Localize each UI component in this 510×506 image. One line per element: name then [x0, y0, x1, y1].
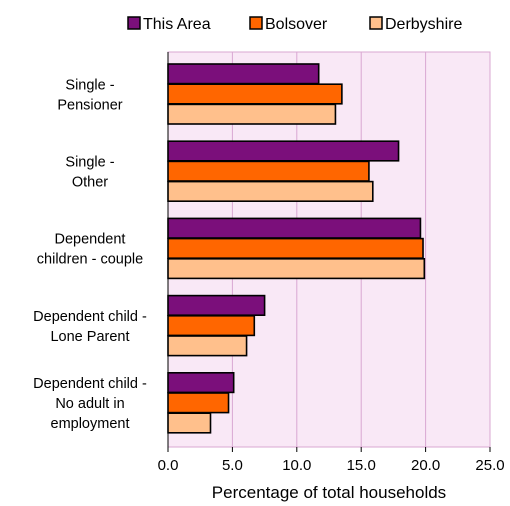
bar — [167, 412, 212, 434]
legend-swatch — [127, 16, 141, 30]
bars — [167, 63, 426, 434]
x-tick-label: 25.0 — [475, 457, 504, 474]
x-tick-label: 15.0 — [347, 457, 376, 474]
bar — [167, 392, 230, 414]
legend: This Area Bolsover Derbyshire — [127, 16, 462, 33]
y-tick-label: Single -Other — [65, 155, 114, 191]
x-tick-label: 20.0 — [411, 457, 440, 474]
legend-label: This Area — [143, 16, 211, 33]
y-tick-label: Dependent child -No adult in employment — [33, 376, 147, 432]
bar — [167, 257, 426, 280]
legend-label: Derbyshire — [385, 16, 462, 33]
bar — [167, 140, 400, 162]
x-tick-label: 10.0 — [282, 457, 311, 474]
x-tick-label: 0.0 — [158, 457, 179, 474]
x-axis-title: Percentage of total households — [212, 483, 446, 502]
bar — [167, 63, 320, 85]
y-tick-label: Single -Pensioner — [57, 77, 122, 113]
bar — [167, 237, 424, 260]
bar — [167, 160, 370, 182]
y-tick-label: Dependent children - couple — [37, 232, 143, 268]
bar — [167, 314, 256, 337]
bar — [167, 180, 374, 203]
y-tick-label: Dependent child -Lone Parent — [33, 309, 147, 345]
bar — [167, 294, 266, 317]
legend-label: Bolsover — [265, 16, 328, 33]
legend-swatch — [249, 16, 263, 30]
x-tick-label: 5.0 — [222, 457, 243, 474]
legend-swatch — [369, 16, 383, 30]
bar — [167, 371, 235, 394]
y-axis: Single -Pensioner Single -Other Dependent c… — [33, 52, 169, 447]
bar — [167, 335, 248, 357]
bar — [167, 217, 422, 239]
bar — [167, 103, 337, 125]
bar — [167, 83, 343, 105]
x-axis: 0.0 5.0 10.0 15.0 20.0 25.0 — [158, 447, 505, 474]
